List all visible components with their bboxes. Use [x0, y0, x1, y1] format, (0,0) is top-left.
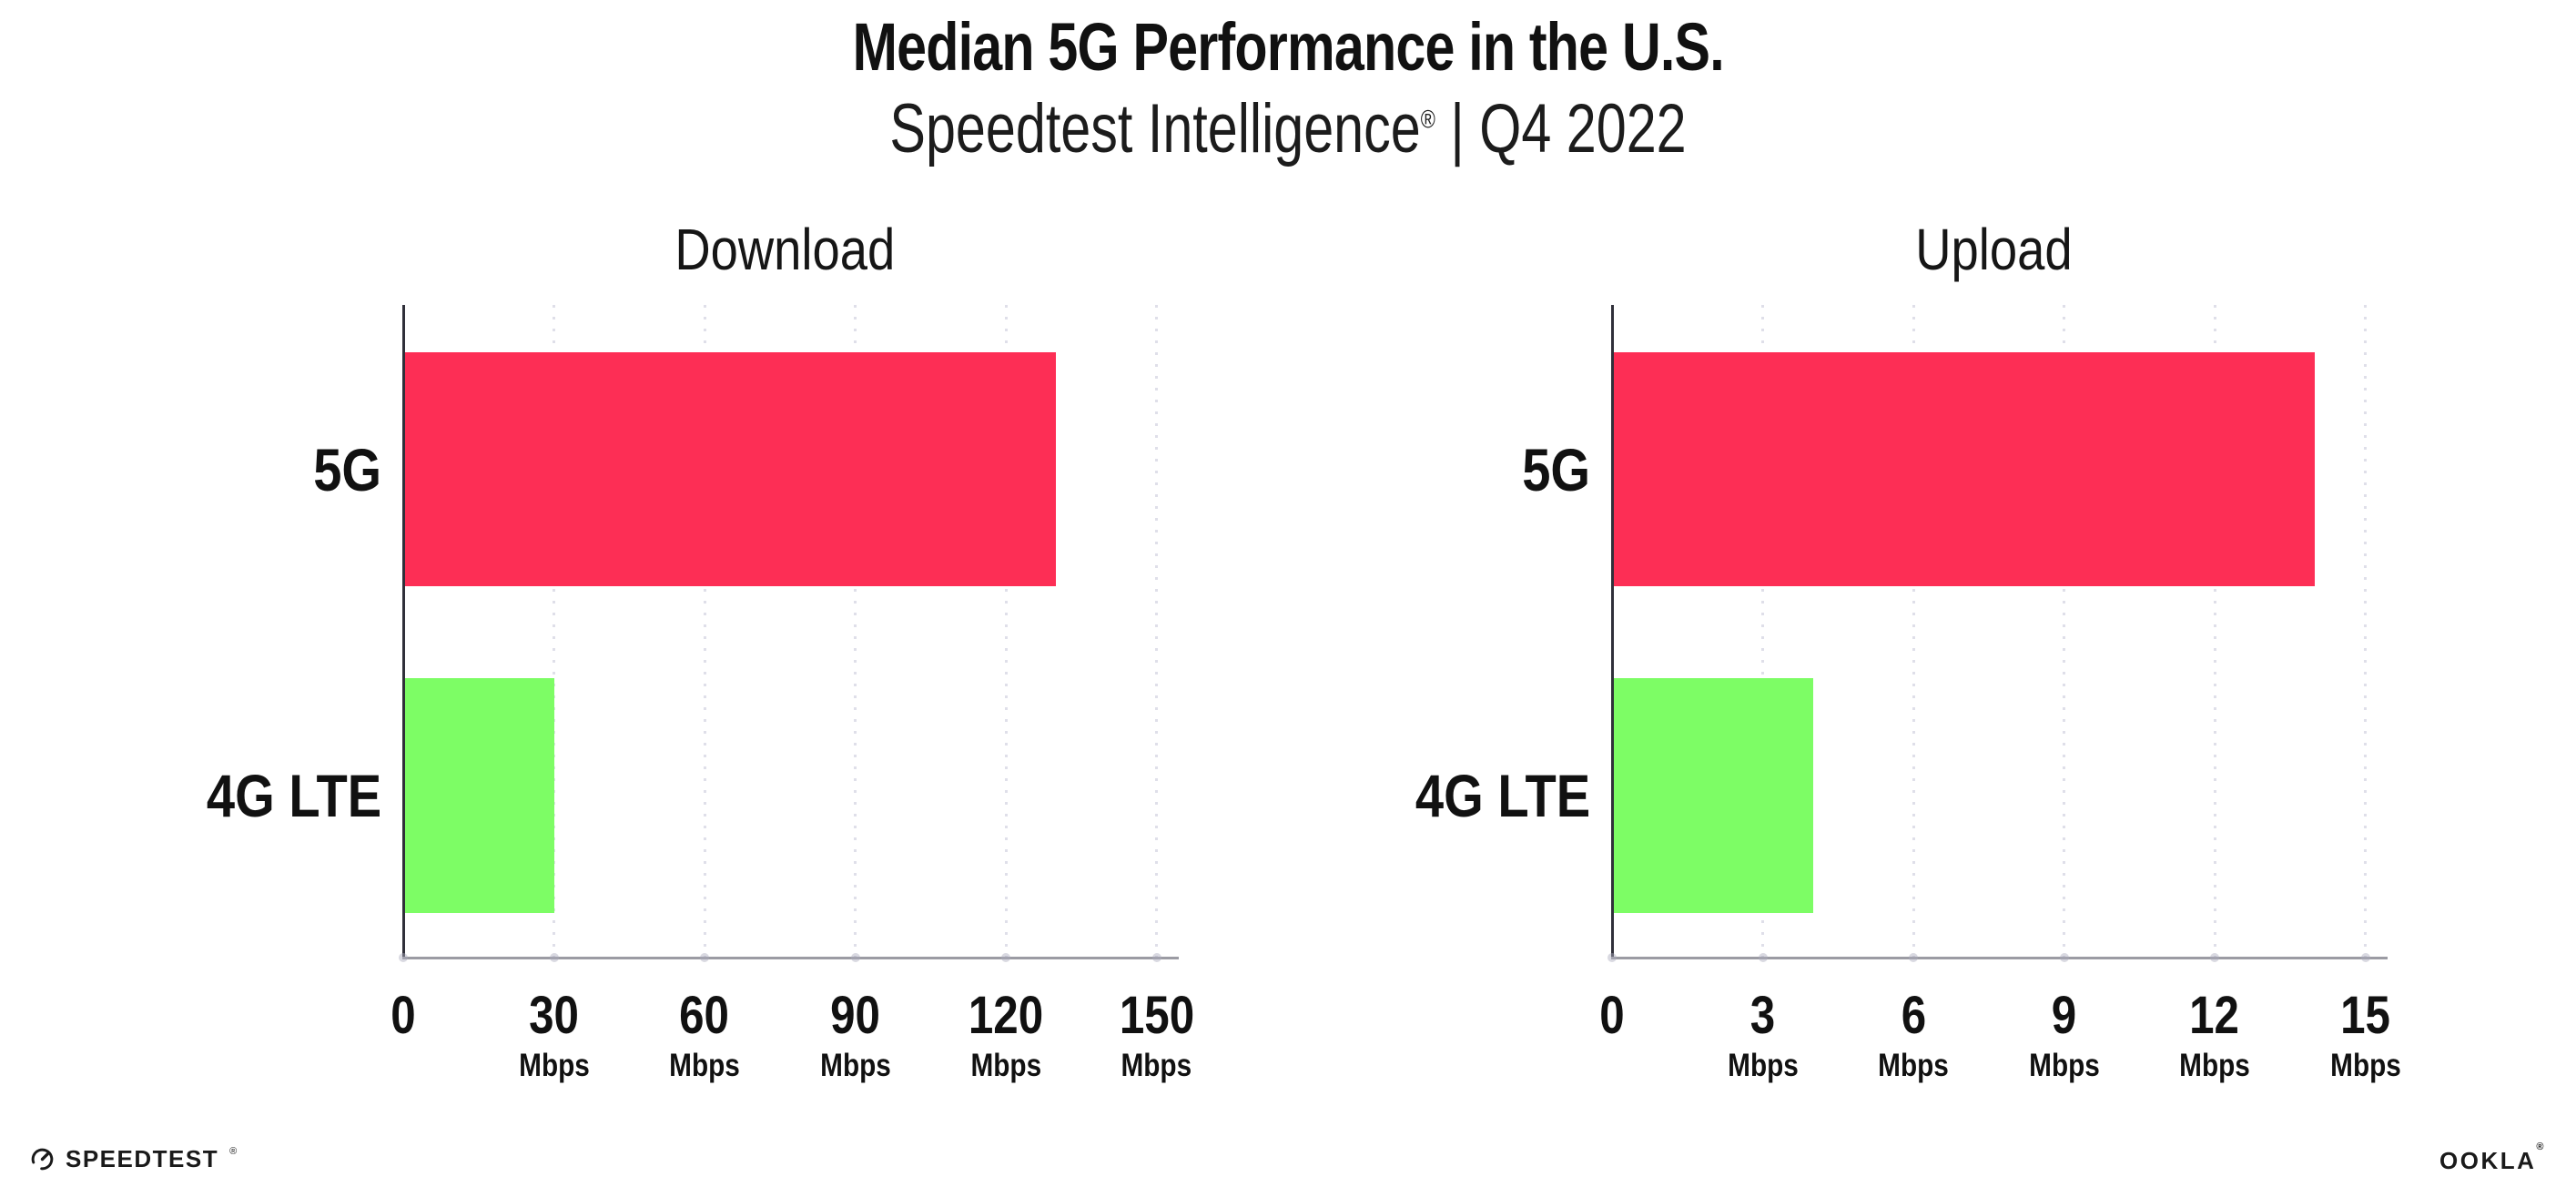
axis-tick-dot	[1607, 953, 1617, 962]
upload-plot-area: 5G 4G LTE 0 3 Mbps 6 Mbps 9 Mbps 12 Mbps 15 Mbps	[1415, 305, 2400, 1083]
registered-trademark-mark: ®	[1420, 105, 1435, 134]
x-tick-label: 12 Mbps	[2173, 989, 2256, 1083]
vertical-gridline	[2063, 305, 2065, 958]
axis-tick-dot	[2059, 953, 2069, 962]
x-tick-label: 0	[1599, 986, 1625, 1045]
page-title: Median 5G Performance in the U.S.	[0, 9, 2576, 86]
axis-tick-dot	[2210, 953, 2219, 962]
upload-chart-title: Upload	[1914, 217, 2073, 282]
upload-chart: Upload 5G 4G LTE 0 3 Mbps 6 Mbps 9 Mbps 12 Mbps 15 Mb…	[1415, 218, 2401, 1083]
ookla-registered-mark: ®	[2536, 1141, 2546, 1152]
x-tick-unit: Mbps	[2179, 1048, 2250, 1083]
axis-tick-dot	[399, 953, 408, 962]
x-tick-unit: Mbps	[970, 1048, 1041, 1083]
y-axis-line	[402, 305, 405, 958]
x-tick-label: 6 Mbps	[1871, 989, 1954, 1083]
vertical-gridline	[703, 305, 706, 958]
x-tick-unit: Mbps	[1121, 1048, 1192, 1083]
download-chart-title: Download	[674, 217, 895, 282]
x-tick-label: 150 Mbps	[1112, 989, 1201, 1083]
vertical-gridline	[1761, 305, 1764, 958]
x-tick-label: 120 Mbps	[962, 989, 1050, 1083]
x-tick-unit: Mbps	[518, 1048, 590, 1083]
category-label-4g-lte: 4G LTE	[206, 762, 381, 829]
speedometer-gauge-icon	[31, 1148, 54, 1170]
x-tick-unit: Mbps	[819, 1048, 891, 1083]
x-tick-unit: Mbps	[1878, 1048, 1949, 1083]
ookla-logo: OOKLA®	[2439, 1141, 2546, 1175]
axis-tick-dot	[700, 953, 709, 962]
axis-tick-dot	[850, 953, 860, 962]
download-plot-area: 5G 4G LTE 0 30 Mbps 60 Mbps 90 Mbps 120 Mbps 150 Mbp…	[207, 305, 1194, 1083]
vertical-gridline	[1912, 305, 1915, 958]
axis-tick-dot	[1909, 953, 1918, 962]
category-label-4g-lte: 4G LTE	[1415, 762, 1590, 829]
speedtest-registered-mark: ®	[229, 1146, 238, 1157]
x-tick-label: 90 Mbps	[814, 989, 897, 1083]
x-tick-label: 15 Mbps	[2324, 989, 2407, 1083]
bar-5g-download	[403, 352, 1057, 586]
x-tick-unit: Mbps	[2028, 1048, 2100, 1083]
x-axis-line	[1611, 957, 2388, 959]
axis-tick-dot	[1758, 953, 1768, 962]
axis-tick-dot	[1151, 953, 1161, 962]
category-label-5g: 5G	[1522, 435, 1590, 503]
x-axis-line	[402, 957, 1179, 959]
bar-5g-upload	[1612, 352, 2316, 586]
subtitle-brand: Speedtest Intelligence	[889, 90, 1421, 167]
vertical-gridline	[2364, 305, 2367, 958]
subtitle-period: | Q4 2022	[1435, 90, 1687, 167]
ookla-wordmark: OOKLA	[2439, 1147, 2537, 1174]
vertical-gridline	[1155, 305, 1158, 958]
page-title-text: Median 5G Performance in the U.S.	[852, 9, 1724, 85]
vertical-gridline	[553, 305, 555, 958]
bar-4g-lte-download	[403, 678, 554, 913]
x-tick-label: 60 Mbps	[663, 989, 745, 1083]
x-tick-label: 0	[390, 986, 416, 1045]
x-tick-label: 30 Mbps	[512, 989, 595, 1083]
page-subtitle: Speedtest Intelligence® | Q4 2022	[0, 89, 2576, 169]
x-tick-unit: Mbps	[1727, 1048, 1799, 1083]
download-chart: Download 5G 4G LTE 0 30 Mbps 60 Mbps 90 Mbps 120 Mb…	[207, 218, 1194, 1083]
bar-4g-lte-upload	[1612, 678, 1813, 913]
vertical-gridline	[1004, 305, 1008, 958]
x-tick-unit: Mbps	[669, 1048, 740, 1083]
speedtest-logo: SPEEDTEST ®	[30, 1143, 237, 1174]
axis-tick-dot	[549, 953, 559, 962]
speedtest-wordmark: SPEEDTEST	[66, 1144, 219, 1172]
vertical-gridline	[2213, 305, 2216, 958]
axis-tick-dot	[1001, 953, 1010, 962]
y-axis-line	[1611, 305, 1614, 958]
axis-tick-dot	[2360, 953, 2370, 962]
category-label-5g: 5G	[313, 435, 381, 503]
vertical-gridline	[854, 305, 857, 958]
x-tick-label: 9 Mbps	[2023, 989, 2105, 1083]
x-tick-unit: Mbps	[2329, 1048, 2401, 1083]
x-tick-label: 3 Mbps	[1721, 989, 1804, 1083]
